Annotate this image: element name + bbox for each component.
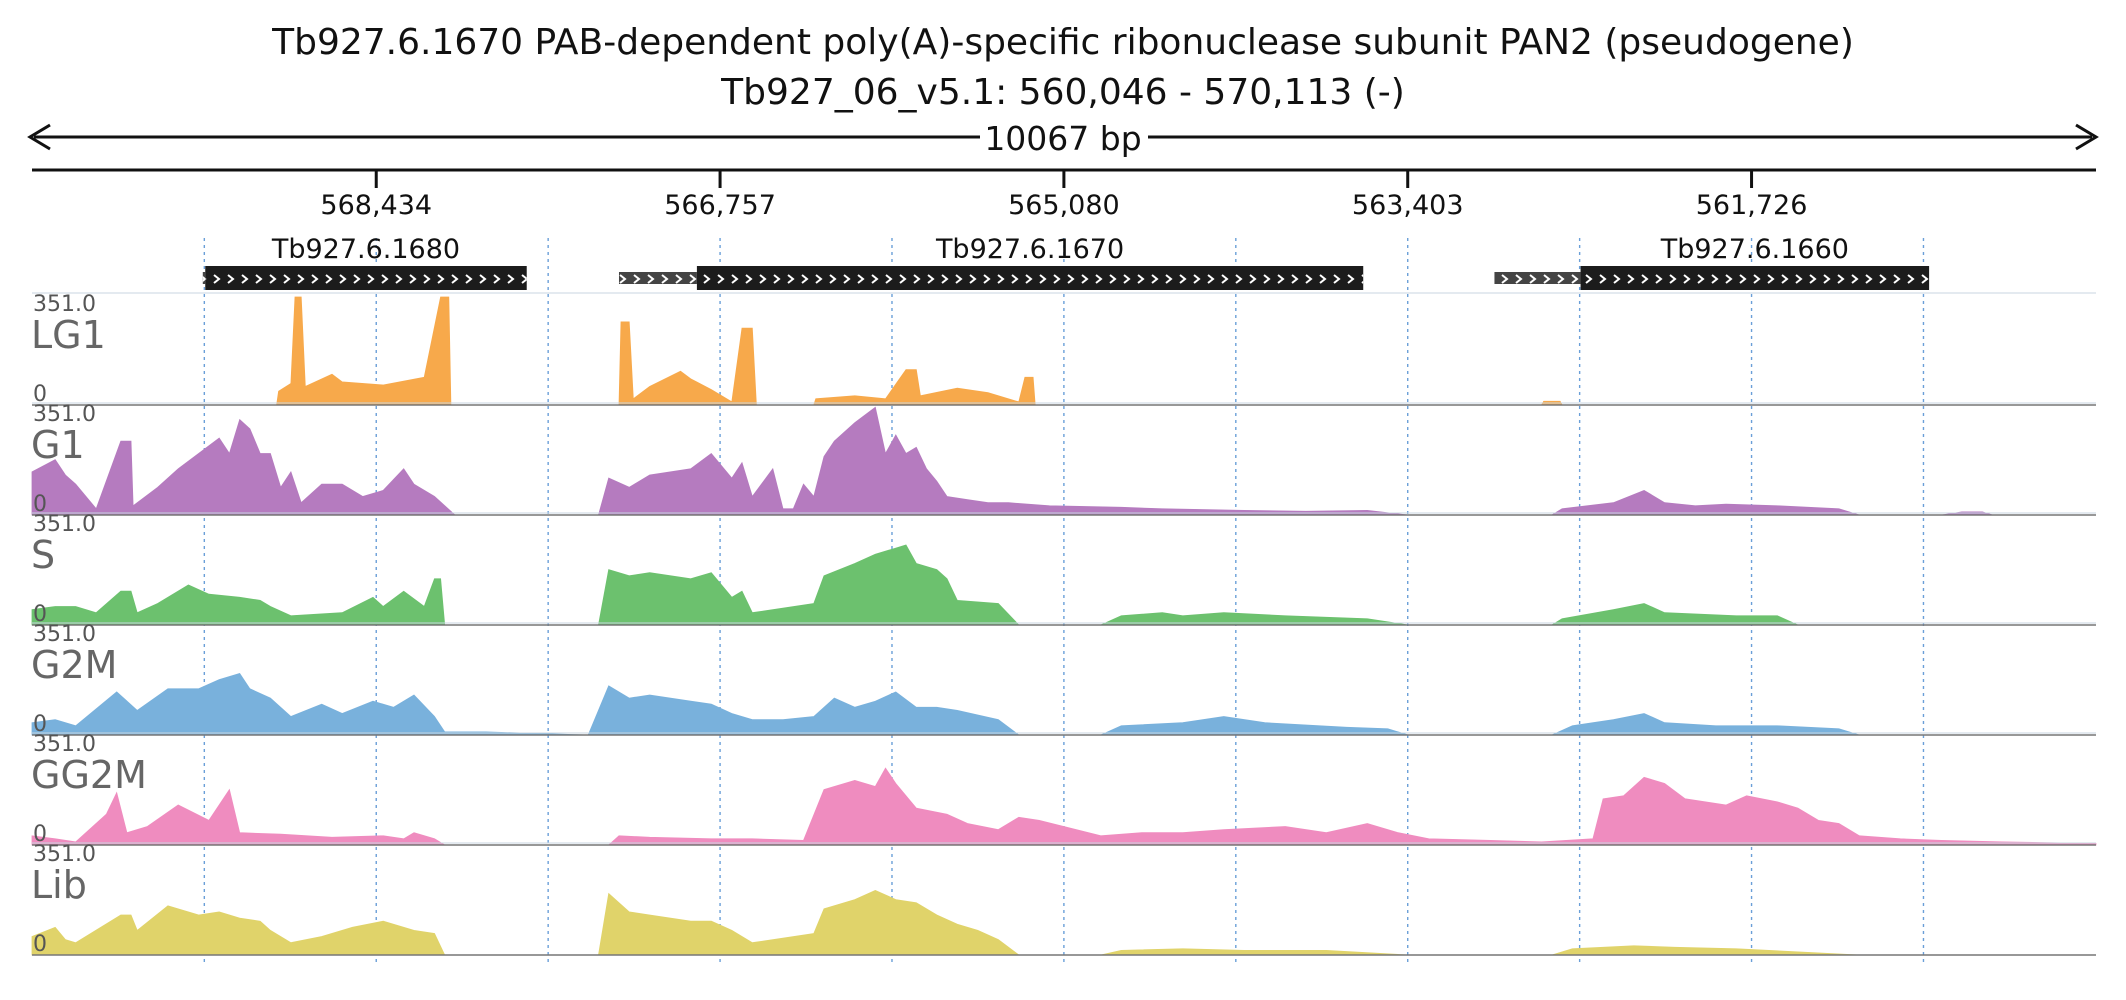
track-ymax-label: 351.0: [33, 732, 96, 757]
gene-utr-strand-arrows: [1494, 272, 1581, 284]
region-subtitle: Tb927_06_v5.1: 560,046 - 570,113 (-): [721, 72, 1405, 113]
track-name: G2M: [31, 643, 117, 687]
gene-label: Tb927.6.1660: [1660, 234, 1849, 265]
track-name: Lib: [31, 863, 87, 907]
gene-label: Tb927.6.1680: [271, 234, 460, 265]
axis-tick-label: 565,080: [1008, 190, 1120, 221]
track-name: GG2M: [31, 753, 147, 797]
track-ymax-label: 351.0: [33, 622, 96, 647]
gene-track: Tb927.6.1680 Tb927.6.1670 Tb927.6.1660: [202, 234, 1930, 290]
gene-strand-arrows: [696, 266, 1364, 290]
track-ymin-label: 0: [33, 932, 47, 957]
coverage-area-g1: [31, 406, 2096, 516]
gene-utr-strand-arrows: [618, 272, 697, 284]
track-lg1: 351.0 0 LG1: [31, 292, 2096, 407]
track-name: S: [31, 533, 55, 577]
track-ymax-label: 351.0: [33, 402, 96, 427]
track-ymin-label: 0: [33, 602, 47, 627]
track-gg2m: 351.0 0 GG2M: [31, 732, 2097, 847]
track-ymax-label: 351.0: [33, 292, 96, 317]
track-lib: 351.0 0 Lib: [31, 842, 2096, 957]
track-ymin-label: 0: [33, 822, 47, 847]
gene-utr-strand-arrows: [202, 272, 206, 284]
grid-lines: [203, 238, 1925, 962]
track-name: G1: [31, 423, 85, 467]
axis-tick-label: 566,757: [664, 190, 776, 221]
scale-bar-left-arrow: [27, 123, 51, 151]
track-g2m: 351.0 0 G2M: [31, 622, 2096, 737]
axis-tick-label: 561,726: [1696, 190, 1808, 221]
scale-bar: 10067 bp: [27, 119, 2099, 158]
axis-tick-label: 568,434: [320, 190, 432, 221]
track-ymax-label: 351.0: [33, 842, 96, 867]
track-ymax-label: 351.0: [33, 512, 96, 537]
page-title: Tb927.6.1670 PAB-dependent poly(A)-speci…: [272, 22, 1854, 63]
gene-label: Tb927.6.1670: [935, 234, 1124, 265]
coverage-area-g2m: [31, 673, 2096, 736]
coverage-area-s: [31, 544, 2096, 626]
axis-ticks: 568,434 566,757 565,080 563,403 561,726: [320, 170, 1807, 221]
scale-bar-right-arrow: [2075, 123, 2099, 151]
track-ymin-label: 0: [33, 492, 47, 517]
scale-bar-label: 10067 bp: [984, 119, 1141, 158]
coverage-area-gg2m: [31, 767, 2097, 846]
axis-tick-label: 563,403: [1352, 190, 1464, 221]
coverage-area-lg1: [75, 296, 2096, 406]
coverage-tracks: 351.00LG1351.00G1351.00S351.00G2M351.00G…: [31, 292, 2097, 957]
gene-strand-arrows: [1580, 266, 1930, 290]
track-g1: 351.0 0 G1: [31, 402, 2096, 517]
track-ymin-label: 0: [33, 382, 47, 407]
track-name: LG1: [31, 313, 106, 357]
track-ymin-label: 0: [33, 712, 47, 737]
gene-strand-arrows: [205, 266, 527, 290]
